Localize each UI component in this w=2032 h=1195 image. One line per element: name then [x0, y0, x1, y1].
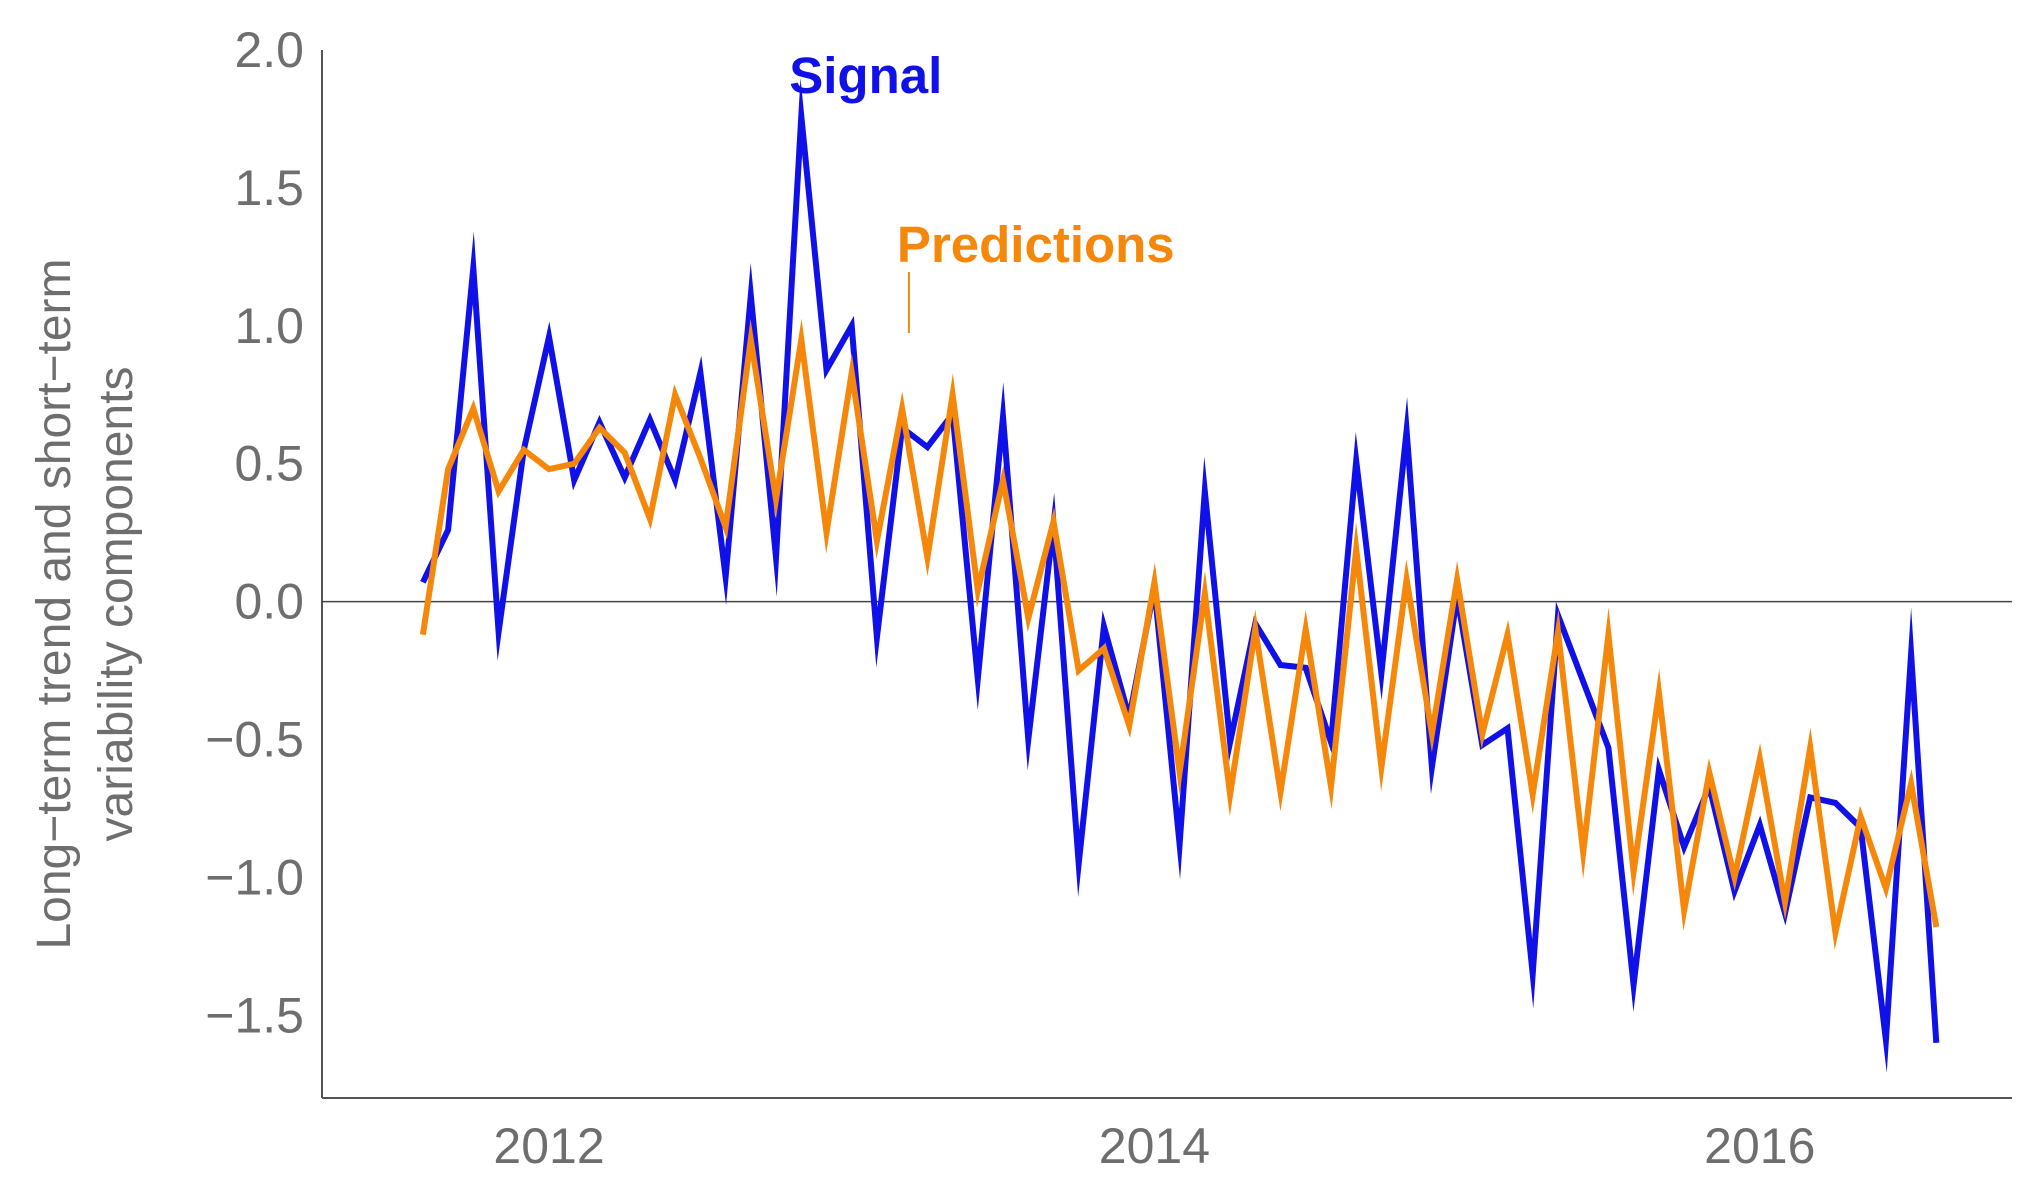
annotations: Signal Predictions — [789, 47, 1175, 333]
series-lines — [419, 77, 1940, 1073]
predictions-label: Predictions — [897, 216, 1175, 273]
series-line-predictions — [419, 318, 1940, 950]
y-tick-label: 0.0 — [234, 574, 304, 630]
y-tick-label: 2.0 — [234, 22, 304, 78]
x-tick-label: 2012 — [493, 1118, 604, 1174]
axes — [321, 50, 2012, 1099]
tick-labels: 2.0 1.5 1.0 0.5 0.0 −0.5 −1.0 −1.5 2012 2014 2016 — [205, 22, 1815, 1174]
x-tick-label: 2014 — [1099, 1118, 1210, 1174]
y-tick-label: 1.5 — [234, 160, 304, 216]
series-line-signal — [420, 77, 1940, 1073]
y-tick-label: 0.5 — [234, 436, 304, 492]
y-tick-label: −0.5 — [205, 711, 304, 767]
y-axis-title-line: variability components — [90, 367, 143, 842]
y-axis-title-line: Long−term trend and short−term — [28, 258, 81, 949]
y-axis-title: Long−term trend and short−term variabilit… — [28, 258, 143, 949]
y-tick-label: 1.0 — [234, 298, 304, 354]
signal-label: Signal — [789, 47, 942, 104]
y-tick-label: −1.0 — [205, 849, 304, 905]
x-tick-label: 2016 — [1704, 1118, 1815, 1174]
y-tick-label: −1.5 — [205, 987, 304, 1043]
